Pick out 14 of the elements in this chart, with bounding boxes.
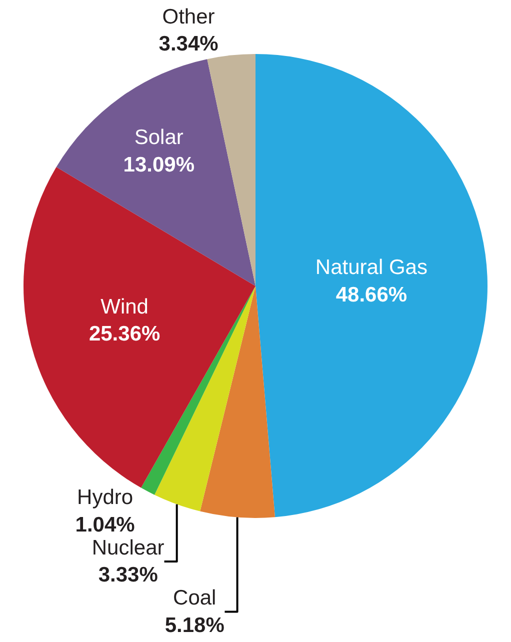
slice-label: Solar — [134, 126, 184, 150]
slice-label: Hydro — [77, 486, 134, 510]
data-label: 3.34% — [158, 32, 219, 56]
data-label: 48.66% — [336, 283, 408, 306]
data-label: 5.18% — [164, 614, 225, 637]
data-label: 25.36% — [88, 322, 160, 346]
slice-label: Nuclear — [92, 536, 164, 560]
data-label: 1.04% — [75, 513, 136, 536]
slice-label: Natural Gas — [315, 256, 428, 279]
data-label: 3.33% — [98, 564, 158, 587]
data-label: 13.09% — [123, 153, 195, 176]
slice-label: Other — [162, 5, 215, 28]
slice-label: Coal — [173, 586, 216, 610]
slice-label: Wind — [100, 295, 148, 318]
